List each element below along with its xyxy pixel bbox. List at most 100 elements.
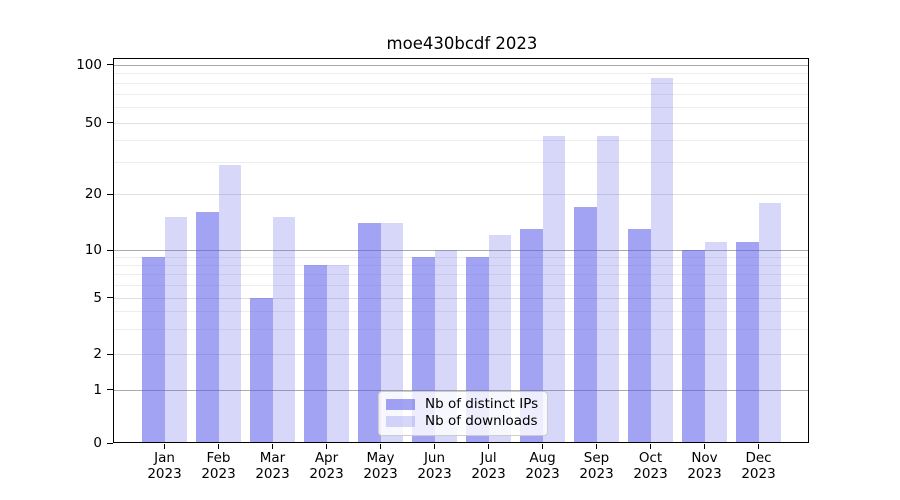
x-tick-year: 2023	[687, 465, 722, 482]
y-tick	[107, 389, 113, 391]
x-tick-year: 2023	[525, 465, 560, 482]
legend-swatch-downloads	[386, 416, 415, 427]
x-tick	[704, 444, 706, 449]
bar-ips-feb	[196, 212, 219, 442]
x-tick-month: Jul	[480, 450, 497, 466]
minor-gridline	[114, 139, 808, 141]
bar-downloads-sep	[596, 136, 619, 442]
x-tick-label: Nov 2023	[665, 450, 745, 482]
bar-downloads-dec	[758, 202, 781, 442]
bar-downloads-oct	[650, 78, 673, 442]
bar-downloads-nov	[704, 242, 727, 442]
x-tick	[272, 444, 274, 449]
legend-swatch-distinct-ips	[386, 399, 415, 410]
y-tick-label: 2	[93, 346, 102, 362]
bar-ips-oct	[628, 228, 651, 442]
bar-downloads-mar	[272, 217, 295, 442]
minor-gridline	[114, 311, 808, 313]
y-tick	[107, 249, 113, 251]
legend: Nb of distinct IPs Nb of downloads	[378, 391, 549, 436]
y-tick-label: 1	[93, 381, 102, 398]
y-tick-label: 0	[93, 435, 102, 451]
x-tick-year: 2023	[309, 465, 344, 482]
major-gridline	[114, 297, 808, 299]
x-tick-year: 2023	[471, 465, 506, 482]
y-tick	[107, 193, 113, 195]
minor-gridline	[114, 83, 808, 85]
x-tick	[380, 444, 382, 449]
x-tick-label: Sep 2023	[557, 450, 637, 482]
x-tick-year: 2023	[417, 465, 452, 482]
x-tick	[164, 444, 166, 449]
x-tick-year: 2023	[147, 465, 182, 482]
minor-gridline	[114, 257, 808, 259]
bar-downloads-feb	[218, 165, 241, 442]
y-tick-label: 50	[84, 114, 102, 131]
bar-downloads-apr	[326, 265, 349, 442]
x-tick-month: Dec	[745, 450, 772, 466]
minor-gridline	[114, 94, 808, 96]
minor-gridline	[114, 162, 808, 164]
y-tick-label: 10	[84, 242, 102, 258]
minor-gridline	[114, 265, 808, 267]
x-tick	[650, 444, 652, 449]
legend-label-distinct-ips: Nb of distinct IPs	[425, 396, 539, 412]
x-tick-month: Mar	[259, 450, 286, 466]
y-tick	[107, 297, 113, 299]
x-tick-year: 2023	[633, 465, 668, 482]
x-tick-month: Feb	[206, 450, 231, 466]
y-tick-label: 100	[76, 56, 102, 73]
x-tick-month: Nov	[691, 450, 718, 466]
x-tick-year: 2023	[363, 465, 398, 482]
major-gridline	[114, 194, 808, 195]
x-tick	[596, 444, 598, 449]
major-gridline	[114, 122, 808, 124]
x-tick-month: Jun	[423, 450, 446, 466]
x-tick	[218, 444, 220, 449]
x-tick-label: Dec 2023	[719, 450, 799, 482]
x-tick-year: 2023	[255, 465, 290, 482]
legend-item-downloads: Nb of downloads	[386, 413, 538, 430]
legend-item-distinct-ips: Nb of distinct IPs	[386, 396, 538, 413]
bar-ips-nov	[682, 250, 705, 442]
x-tick-year: 2023	[579, 465, 614, 482]
y-tick	[107, 64, 113, 66]
x-tick-month: Apr	[314, 450, 339, 466]
x-tick-year: 2023	[741, 465, 776, 482]
major-gridline	[114, 250, 808, 252]
x-tick-label: Oct 2023	[611, 450, 691, 482]
x-tick	[758, 444, 760, 449]
y-tick-label: 20	[84, 186, 102, 202]
y-tick-label: 5	[93, 289, 102, 306]
y-tick	[107, 122, 113, 124]
x-tick-month: Oct	[638, 450, 663, 466]
x-tick-label: Jun 2023	[395, 450, 475, 482]
x-tick	[434, 444, 436, 449]
bar-ips-dec	[736, 242, 759, 442]
y-tick	[107, 353, 113, 355]
x-tick	[488, 444, 490, 449]
chart-title: moe430bcdf 2023	[386, 34, 538, 53]
minor-gridline	[114, 73, 808, 75]
minor-gridline	[114, 274, 808, 276]
x-tick	[326, 444, 328, 449]
x-tick-label: Jan 2023	[125, 450, 205, 482]
x-tick-month: Aug	[529, 450, 556, 466]
major-gridline	[114, 354, 808, 355]
minor-gridline	[114, 107, 808, 109]
x-tick-month: May	[366, 450, 395, 466]
x-tick-year: 2023	[201, 465, 236, 482]
minor-gridline	[114, 285, 808, 286]
x-tick-label: Aug 2023	[503, 450, 583, 482]
x-tick-label: Mar 2023	[233, 450, 313, 482]
legend-label-downloads: Nb of downloads	[425, 413, 538, 429]
bar-downloads-jan	[164, 217, 187, 442]
x-tick-label: Feb 2023	[179, 450, 259, 482]
bar-ips-mar	[250, 297, 273, 442]
bar-ips-sep	[574, 207, 597, 442]
x-tick-label: Apr 2023	[287, 450, 367, 482]
x-tick-month: Sep	[583, 450, 610, 466]
x-tick-month: Jan	[154, 450, 175, 466]
x-tick	[542, 444, 544, 449]
